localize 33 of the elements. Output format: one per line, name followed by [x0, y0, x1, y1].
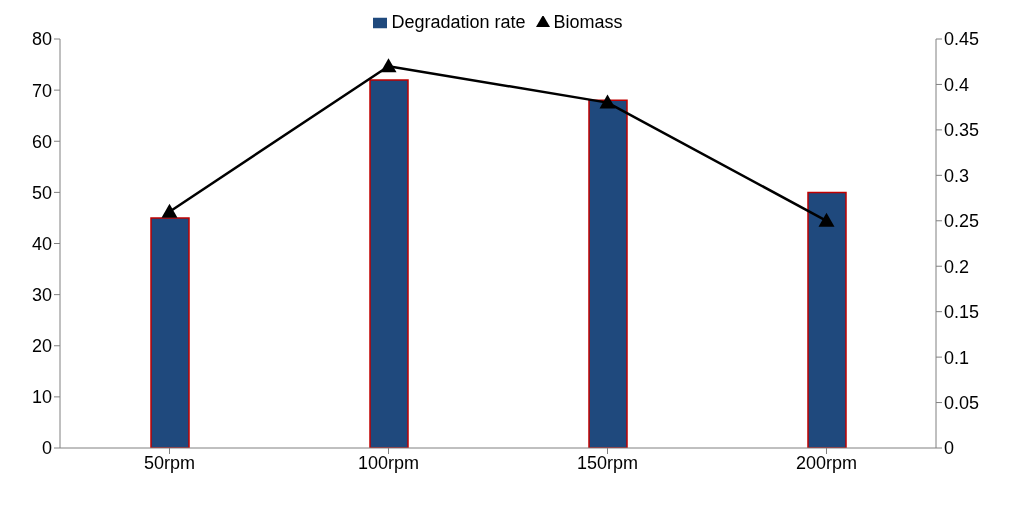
bar	[807, 191, 847, 448]
y2-tick-label: 0.2	[944, 256, 970, 277]
point	[599, 94, 616, 109]
point	[818, 212, 835, 227]
y2-tick-label: 0	[944, 438, 955, 459]
bar	[588, 99, 628, 448]
y-tick-label: 50	[31, 182, 52, 203]
y-tick-label: 10	[31, 387, 52, 408]
y2-tick-label: 0.15	[944, 302, 980, 323]
y2-tick-label: 0.1	[944, 347, 970, 368]
x-tick-label: 200rpm	[795, 452, 858, 473]
y2-tick-label: 0.45	[944, 29, 980, 50]
y-tick-label: 80	[31, 29, 52, 50]
point	[161, 203, 178, 218]
y-tick-label: 20	[31, 336, 52, 357]
y2-tick-label: 0.4	[944, 74, 970, 95]
x-tick-label: 100rpm	[357, 452, 420, 473]
y-tick-label: 70	[31, 80, 52, 101]
y-tick-label: 0	[41, 438, 52, 459]
point	[380, 58, 397, 73]
y2-tick-label: 0.25	[944, 211, 980, 232]
bar	[369, 79, 409, 448]
y-tick-label: 30	[31, 285, 52, 306]
legend-label: Degradation rate	[391, 12, 526, 32]
x-tick-label: 150rpm	[576, 452, 639, 473]
y-tick-label: 40	[31, 233, 52, 254]
y-tick-label: 60	[31, 131, 52, 152]
legend-label: Biomass	[553, 12, 623, 32]
x-tick-label: 50rpm	[143, 452, 196, 473]
y2-tick-label: 0.05	[944, 392, 980, 413]
y2-tick-label: 0.3	[944, 165, 970, 186]
bar	[150, 217, 190, 448]
y2-tick-label: 0.35	[944, 120, 980, 141]
